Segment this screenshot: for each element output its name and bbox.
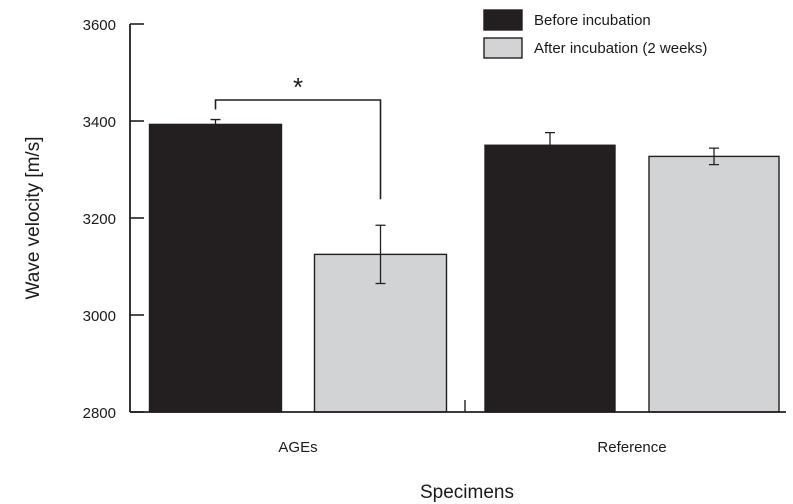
y-tick-label: 3200 (83, 211, 116, 228)
significance-bracket: * (214, 72, 382, 200)
y-axis-title: Wave velocity [m/s] (23, 137, 44, 300)
error-bar (709, 147, 719, 166)
y-tick-label: 3600 (83, 17, 116, 34)
legend-swatch (483, 9, 523, 31)
error-bar (210, 118, 221, 130)
legend-label: After incubation (2 weeks) (534, 40, 707, 57)
axes (129, 24, 786, 413)
bar-ages-series-1 (148, 123, 283, 413)
legend: Before incubation After incubation (2 wee… (483, 9, 707, 59)
significance-marker: * (293, 72, 303, 102)
y-axis-ticks: 2800 3000 3200 3400 3600 (83, 17, 144, 422)
bar-reference-series-2 (648, 155, 780, 413)
bar-reference-series-1 (484, 144, 616, 413)
x-axis-title: Specimens (420, 482, 514, 503)
legend-label: Before incubation (534, 12, 651, 29)
bars (148, 123, 780, 413)
x-axis-category-labels: AGEs Reference (278, 439, 666, 456)
legend-swatch (483, 37, 523, 59)
x-category-label: Reference (597, 439, 666, 456)
error-bar (545, 131, 555, 159)
x-category-label: AGEs (278, 439, 317, 456)
error-bar (375, 224, 386, 285)
error-bars (210, 118, 719, 285)
significance-bracket-line (214, 99, 382, 200)
y-tick-label: 2800 (83, 405, 116, 422)
y-tick-label: 3000 (83, 308, 116, 325)
y-tick-label: 3400 (83, 114, 116, 131)
